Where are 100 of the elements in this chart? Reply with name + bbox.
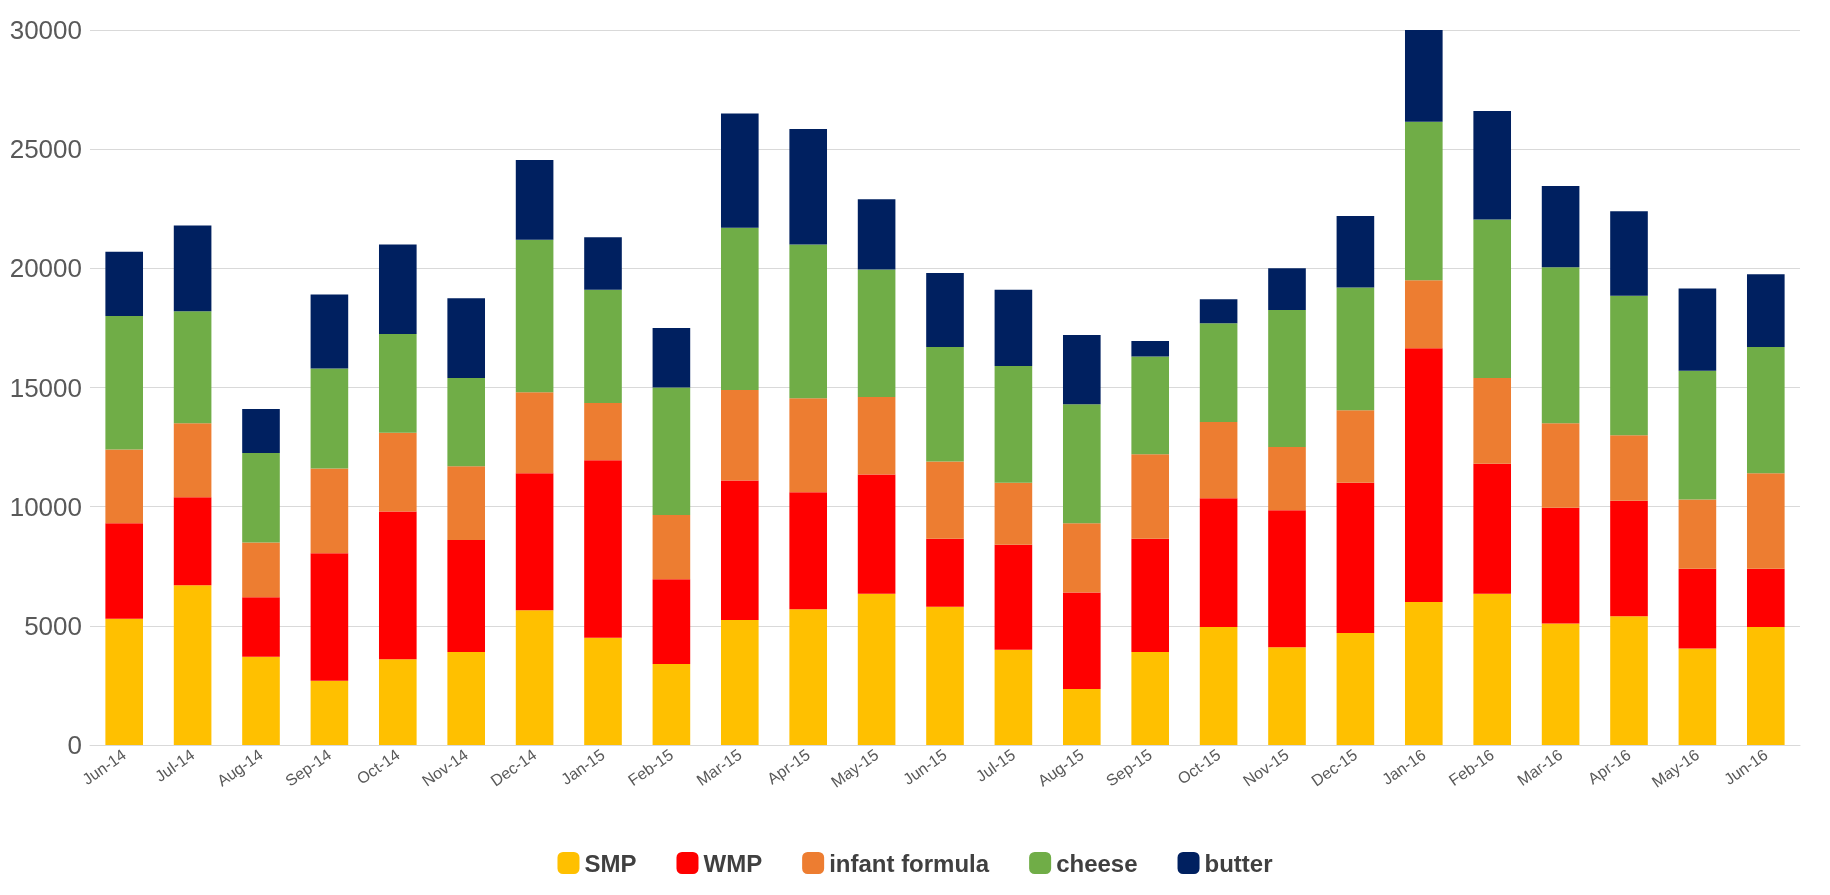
bar	[584, 402, 622, 461]
bar	[720, 227, 759, 390]
bar	[1336, 632, 1375, 745]
bar	[242, 408, 280, 454]
bar	[515, 239, 554, 393]
bar	[1404, 121, 1443, 281]
bar	[447, 466, 486, 541]
bar	[378, 511, 417, 660]
bar	[652, 387, 691, 516]
bar	[173, 423, 212, 498]
bar	[105, 449, 144, 524]
bar	[1541, 507, 1580, 624]
bar	[652, 515, 691, 580]
bar	[1746, 274, 1785, 347]
y-tick-label: 20000	[9, 253, 82, 284]
bar	[720, 389, 759, 481]
bar	[173, 585, 212, 745]
bar	[105, 618, 144, 745]
bar	[1610, 295, 1648, 436]
bar	[1746, 627, 1785, 745]
bar	[1678, 370, 1717, 500]
bar	[242, 542, 280, 598]
bar	[652, 579, 691, 664]
bar	[105, 523, 144, 619]
bar	[515, 610, 554, 745]
bar	[1336, 482, 1375, 633]
bar	[310, 680, 349, 745]
legend-label: butter	[1204, 849, 1273, 877]
bar	[1473, 377, 1512, 464]
legend-label: infant formula	[829, 849, 990, 877]
bar	[378, 333, 417, 433]
bar	[1131, 356, 1170, 455]
y-tick-label: 30000	[9, 15, 82, 45]
bar	[1336, 215, 1375, 288]
bar	[926, 606, 964, 745]
bar	[789, 128, 828, 245]
bar	[584, 237, 622, 290]
bar	[105, 316, 144, 450]
bar	[1746, 568, 1785, 628]
bar	[1336, 410, 1375, 483]
bar	[378, 659, 417, 745]
bar	[994, 289, 1033, 367]
bar	[789, 609, 828, 745]
bar	[720, 619, 759, 745]
bar	[1336, 287, 1375, 411]
bar	[1199, 627, 1238, 745]
bar	[310, 294, 349, 369]
bar	[1541, 623, 1580, 745]
bar	[994, 544, 1033, 650]
bar	[584, 637, 622, 745]
bar	[1404, 348, 1443, 602]
bar	[1268, 268, 1306, 311]
bar	[857, 199, 896, 270]
bar	[1062, 523, 1101, 593]
bar	[857, 397, 896, 475]
bar	[584, 460, 622, 638]
bar	[173, 225, 212, 312]
bar	[1199, 498, 1238, 628]
bar	[1678, 288, 1717, 371]
bar	[1199, 299, 1238, 324]
bar	[1268, 510, 1306, 648]
bar	[1473, 111, 1512, 220]
legend-label: SMP	[584, 849, 637, 877]
bar	[789, 398, 828, 493]
bar	[1062, 404, 1101, 524]
bar	[1131, 341, 1170, 357]
bar	[584, 289, 622, 403]
bar	[720, 113, 759, 228]
legend-label: WMP	[703, 849, 763, 877]
bar	[789, 492, 828, 610]
bar	[994, 482, 1033, 545]
bar	[1062, 335, 1101, 405]
bar	[1404, 30, 1443, 122]
bar	[515, 392, 554, 474]
bar	[378, 432, 417, 512]
bar	[1062, 592, 1101, 689]
bar	[1678, 568, 1717, 649]
bar	[994, 366, 1033, 483]
bar	[447, 298, 486, 378]
bar	[1062, 688, 1101, 745]
y-tick-label: 25000	[9, 134, 82, 165]
bar	[926, 346, 964, 462]
bar	[310, 468, 349, 554]
bar	[994, 649, 1033, 745]
bar	[720, 480, 759, 620]
bar	[857, 593, 896, 745]
bar	[1404, 280, 1443, 349]
bar	[1610, 211, 1648, 296]
bar	[1404, 602, 1443, 745]
bar	[1131, 538, 1170, 653]
bar	[105, 251, 144, 316]
bar	[447, 652, 486, 745]
bar	[515, 473, 554, 611]
bar	[378, 244, 417, 334]
bar	[1610, 500, 1648, 617]
bar	[1541, 267, 1580, 424]
bar	[926, 273, 964, 347]
bar	[310, 368, 349, 469]
bar	[857, 269, 896, 398]
bar	[1678, 499, 1717, 569]
